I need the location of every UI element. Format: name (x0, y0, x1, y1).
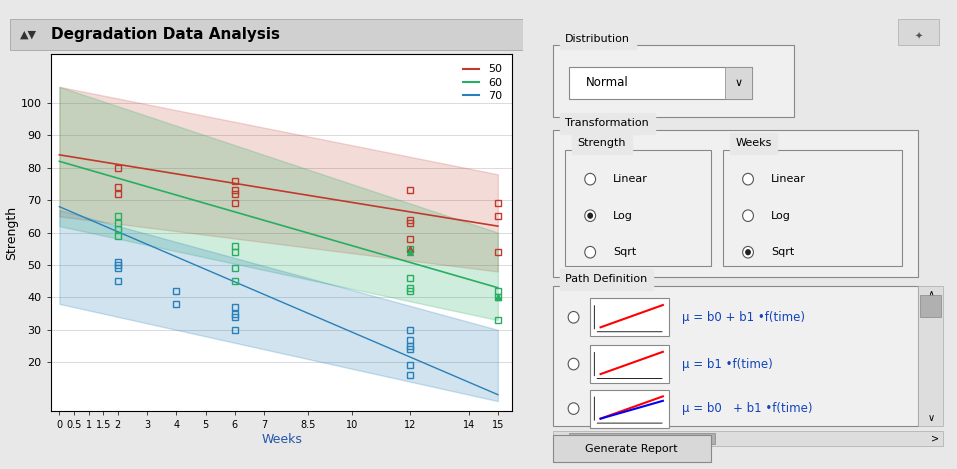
FancyBboxPatch shape (569, 433, 715, 444)
Text: Transformation: Transformation (566, 118, 649, 129)
Circle shape (568, 358, 579, 370)
Text: Linear: Linear (771, 174, 806, 184)
Text: ✦: ✦ (914, 32, 923, 42)
Text: Weeks: Weeks (736, 138, 772, 148)
FancyBboxPatch shape (569, 67, 752, 99)
FancyBboxPatch shape (553, 431, 944, 446)
FancyBboxPatch shape (919, 286, 944, 426)
Circle shape (746, 249, 751, 255)
FancyBboxPatch shape (898, 19, 939, 45)
FancyBboxPatch shape (725, 67, 752, 99)
Circle shape (743, 210, 753, 221)
Circle shape (585, 210, 595, 221)
Circle shape (568, 403, 579, 415)
Text: Sqrt: Sqrt (771, 247, 794, 257)
FancyBboxPatch shape (553, 130, 919, 277)
Text: μ = b1 •f(time): μ = b1 •f(time) (681, 357, 772, 371)
Text: Distribution: Distribution (566, 34, 631, 44)
Text: Path Definition: Path Definition (566, 274, 648, 284)
Text: Log: Log (771, 211, 790, 221)
Text: μ = b0 + b1 •f(time): μ = b0 + b1 •f(time) (681, 311, 805, 324)
FancyBboxPatch shape (590, 345, 669, 383)
FancyBboxPatch shape (590, 298, 669, 336)
Circle shape (743, 246, 753, 258)
Text: ∧: ∧ (927, 289, 934, 299)
Circle shape (585, 246, 595, 258)
Text: ∨: ∨ (734, 78, 743, 88)
FancyBboxPatch shape (553, 286, 919, 426)
Circle shape (585, 174, 595, 185)
FancyBboxPatch shape (566, 150, 711, 266)
Text: Degradation Data Analysis: Degradation Data Analysis (51, 27, 279, 42)
FancyBboxPatch shape (553, 435, 711, 462)
Text: <: < (557, 434, 566, 444)
Circle shape (588, 212, 593, 219)
Text: Sqrt: Sqrt (613, 247, 636, 257)
FancyBboxPatch shape (553, 45, 793, 117)
Text: >: > (931, 434, 939, 444)
FancyBboxPatch shape (921, 295, 941, 318)
Text: ▲▼: ▲▼ (20, 30, 36, 39)
Text: μ = b0   + b1 •f(time): μ = b0 + b1 •f(time) (681, 402, 812, 415)
FancyBboxPatch shape (723, 150, 901, 266)
Text: Normal: Normal (586, 76, 629, 90)
Text: Linear: Linear (613, 174, 648, 184)
FancyBboxPatch shape (10, 19, 523, 50)
Text: Strength: Strength (578, 138, 626, 148)
Text: Generate Report: Generate Report (586, 444, 678, 454)
Text: Log: Log (613, 211, 633, 221)
FancyBboxPatch shape (590, 390, 669, 428)
Text: ∨: ∨ (927, 413, 934, 424)
Circle shape (568, 311, 579, 323)
Circle shape (743, 174, 753, 185)
